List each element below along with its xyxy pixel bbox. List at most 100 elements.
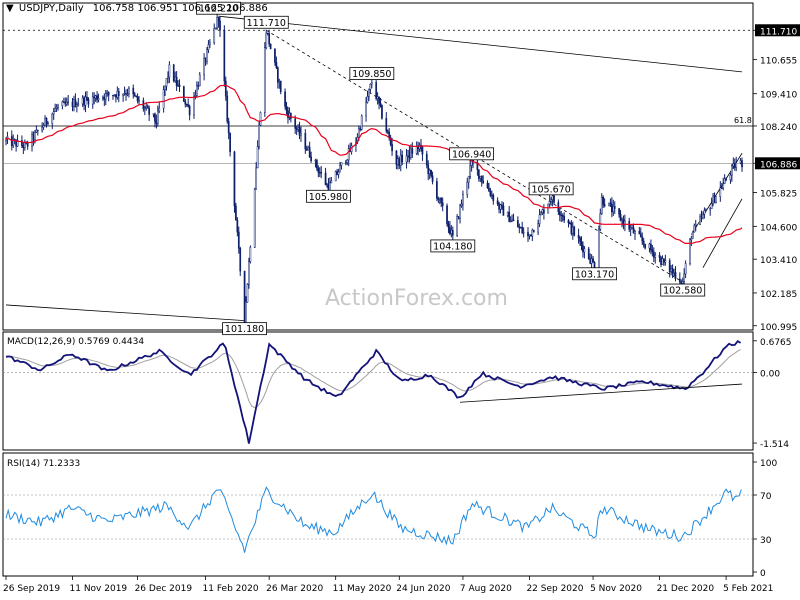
candle-body: [528, 234, 531, 237]
candle-body: [741, 160, 743, 168]
candle-body: [678, 278, 681, 283]
macd-tick-label: -1.514: [760, 440, 789, 450]
rsi-title: RSI(14) 71.2333: [7, 459, 80, 469]
candle-body: [673, 272, 675, 274]
candle-body: [571, 226, 574, 234]
candle-body: [76, 104, 78, 108]
candle-body: [654, 254, 657, 258]
candle-body: [543, 209, 545, 214]
candle-body: [209, 42, 211, 45]
rsi-panel-frame: [2, 452, 754, 577]
candle-body: [440, 197, 443, 203]
candle-body: [146, 105, 149, 109]
annotation-label: 103.170: [575, 269, 614, 280]
candle-body: [427, 164, 430, 175]
candle-body: [449, 227, 451, 234]
candle-body: [722, 183, 725, 189]
candle-body: [145, 105, 148, 109]
annotation-label: 106.940: [452, 149, 491, 160]
annotation-label: 105.980: [309, 192, 348, 203]
price-tick-label: 108.240: [760, 123, 797, 133]
candle-body: [694, 224, 697, 227]
candle-body: [278, 80, 281, 83]
candle-body: [502, 205, 505, 216]
candle-body: [162, 89, 165, 109]
candle-body: [378, 96, 380, 104]
rsi-panel: 100 70 30 0: [3, 459, 777, 579]
candle-body: [438, 197, 441, 200]
candle-body: [42, 125, 45, 128]
candle-body: [132, 87, 135, 95]
candle-body: [376, 96, 379, 99]
candle-body: [94, 95, 97, 99]
candle-body: [115, 94, 117, 98]
macd-line: [5, 340, 742, 444]
candle-body: [116, 91, 119, 98]
candle-body: [725, 178, 727, 180]
annotation-box: [528, 182, 574, 196]
candle-body: [300, 133, 302, 136]
candle-body: [204, 58, 207, 62]
candle-body: [320, 172, 323, 174]
candle-body: [174, 76, 177, 82]
candle-body: [74, 99, 77, 108]
candle-body: [305, 148, 308, 151]
candle-body: [96, 95, 98, 101]
candle-body: [379, 102, 382, 106]
candle-body: [184, 101, 187, 105]
candle-body: [703, 210, 706, 215]
candle-body: [705, 209, 707, 212]
macd-title: MACD(12,26,9) 0.5769 0.4434: [7, 337, 144, 347]
candle-body: [112, 94, 114, 97]
candle-body: [136, 96, 139, 102]
price-tick-label: 103.410: [760, 256, 797, 266]
candle-body: [178, 84, 181, 87]
candle-body: [693, 225, 696, 233]
candle-body: [16, 140, 19, 147]
candle-body: [547, 203, 550, 214]
candle-body: [661, 258, 664, 265]
annotation-box: [572, 267, 617, 281]
candle-body: [492, 194, 495, 201]
candle-body: [21, 140, 23, 146]
candle-body: [632, 227, 635, 234]
candle-body: [239, 248, 242, 272]
candle-body: [592, 258, 594, 263]
candle-body: [64, 101, 67, 105]
candle-body: [102, 96, 104, 99]
macd-panel: 0.6765 0.00 -1.514: [3, 338, 792, 450]
candle-body: [519, 227, 522, 229]
candle-body: [316, 160, 318, 169]
candle-body: [719, 187, 722, 197]
candle-body: [330, 180, 333, 184]
candle-body: [55, 106, 58, 109]
candle-body: [715, 196, 717, 203]
candle-body: [122, 93, 124, 97]
candle-body: [297, 127, 299, 130]
candle-body: [689, 239, 691, 264]
candle-body: [702, 213, 704, 219]
candle-body: [621, 219, 623, 221]
candle-body: [126, 93, 129, 95]
candle-body: [457, 216, 460, 219]
price-panel-frame: [2, 2, 754, 331]
price-tick-label: 102.185: [760, 290, 797, 300]
candle-body: [52, 111, 55, 115]
date-tick-label: 22 Sep 2020: [526, 584, 583, 594]
candle-body: [12, 139, 15, 146]
candle-body: [699, 216, 701, 225]
price-annotation: 104.180: [430, 239, 476, 252]
date-tick-label: 7 Aug 2020: [460, 584, 512, 594]
candle-body: [608, 202, 610, 207]
candle-body: [44, 117, 46, 126]
candle-body: [304, 133, 307, 150]
candle-body: [664, 260, 667, 263]
candle-body: [214, 27, 217, 29]
candle-body: [720, 187, 723, 189]
candle-body: [437, 197, 440, 200]
candle-body: [670, 268, 672, 272]
candle-body: [207, 44, 210, 51]
candle-body: [691, 231, 694, 239]
candle-body: [133, 93, 136, 97]
candle-body: [548, 201, 551, 205]
